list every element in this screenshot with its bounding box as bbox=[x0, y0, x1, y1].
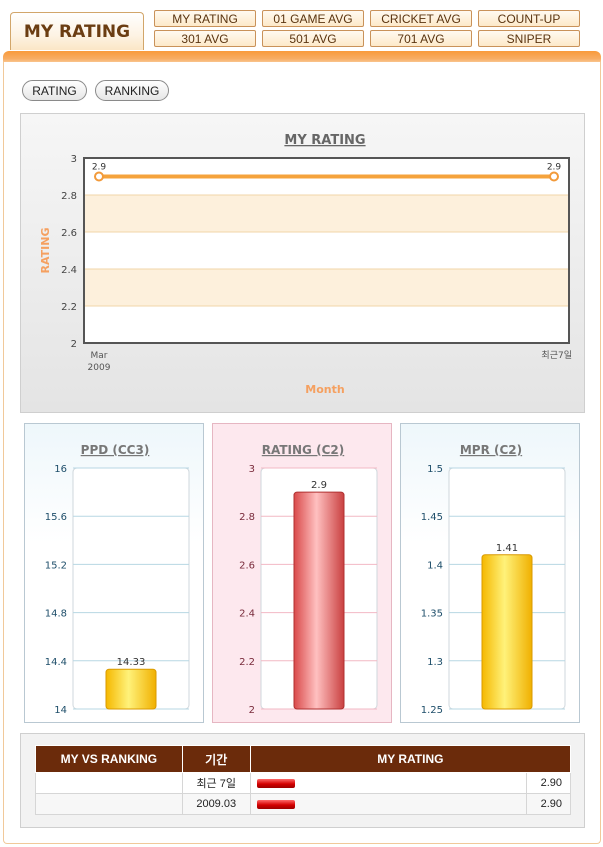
tab-01-game-avg[interactable]: 01 GAME AVG bbox=[262, 10, 364, 27]
y-tick-label: 3 bbox=[71, 154, 77, 165]
x-axis-label: Month bbox=[305, 383, 344, 396]
ranking-table: MY VS RANKING 기간 MY RATING 최근 7일 2.90 20… bbox=[35, 745, 572, 815]
chart-title: MY RATING bbox=[284, 133, 365, 148]
bar bbox=[293, 491, 345, 710]
y-tick-label: 16 bbox=[54, 464, 67, 475]
plot-border bbox=[83, 157, 570, 344]
y-tick-label: 1.4 bbox=[427, 560, 443, 571]
x-tick-label: Mar bbox=[91, 351, 108, 361]
y-tick-label: 1.25 bbox=[421, 705, 443, 716]
tab-my-rating[interactable]: MY RATING bbox=[154, 10, 256, 27]
y-axis-label: RATING bbox=[39, 228, 52, 274]
y-tick-label: 14.8 bbox=[45, 609, 67, 620]
header-period: 기간 bbox=[181, 745, 251, 773]
rating-mini-bar bbox=[256, 778, 295, 788]
row-bar-cell bbox=[249, 793, 528, 815]
y-tick-label: 3 bbox=[249, 464, 255, 475]
row-name bbox=[35, 793, 183, 815]
y-tick-label: 2.2 bbox=[239, 657, 255, 668]
data-label: 2.9 bbox=[311, 480, 327, 491]
row-period: 2009.03 bbox=[181, 793, 251, 815]
tab-301-avg[interactable]: 301 AVG bbox=[154, 30, 256, 47]
y-tick-label: 2.8 bbox=[61, 191, 77, 202]
y-tick-label: 14.4 bbox=[45, 657, 67, 668]
rating-mini-bar bbox=[256, 799, 295, 809]
grid-band bbox=[84, 269, 569, 306]
row-period: 최근 7일 bbox=[181, 772, 251, 794]
bar bbox=[481, 554, 533, 710]
chart-title: MPR (C2) bbox=[460, 443, 522, 457]
tab-count-up[interactable]: COUNT-UP bbox=[478, 10, 580, 27]
tab-701-avg[interactable]: 701 AVG bbox=[370, 30, 472, 47]
page-title-tab[interactable]: MY RATING bbox=[10, 12, 144, 50]
data-label: 2.9 bbox=[547, 163, 562, 173]
y-tick-label: 1.5 bbox=[427, 464, 443, 475]
table-row: 최근 7일 2.90 bbox=[35, 772, 571, 794]
y-tick-label: 2 bbox=[71, 339, 77, 350]
row-value: 2.90 bbox=[526, 793, 571, 815]
x-tick-label: 최근7일 bbox=[541, 350, 572, 361]
my-rating-chart-panel: MY RATING 3 2.8 2.6 2.4 2.2 2 RATING Mar 2009 최근7일… bbox=[20, 113, 585, 413]
y-tick-label: 2.8 bbox=[239, 512, 255, 523]
rating-toggle-button[interactable]: RATING bbox=[22, 80, 87, 101]
row-bar-cell bbox=[249, 772, 528, 794]
x-tick-label: 2009 bbox=[88, 363, 111, 373]
tab-cricket-avg[interactable]: CRICKET AVG bbox=[370, 10, 472, 27]
row-name bbox=[35, 772, 183, 794]
y-tick-label: 14 bbox=[54, 705, 67, 716]
rating-panel: RATING (C2) 3 2.8 2.6 2.4 2.2 2 2.9 bbox=[212, 423, 392, 723]
grid-band bbox=[84, 195, 569, 232]
table-row: 2009.03 2.90 bbox=[35, 793, 571, 815]
y-tick-label: 1.45 bbox=[421, 512, 443, 523]
header-accent-bar bbox=[3, 51, 601, 64]
y-tick-label: 2.4 bbox=[61, 265, 77, 276]
mpr-panel: MPR (C2) 1.5 1.45 1.4 1.35 1.3 1.25 1.41 bbox=[400, 423, 580, 723]
y-tick-label: 2 bbox=[249, 705, 255, 716]
y-tick-label: 2.4 bbox=[239, 609, 255, 620]
y-tick-label: 1.35 bbox=[421, 609, 443, 620]
ppd-panel: PPD (CC3) 16 15.6 15.2 14.8 14.4 14 14.33 bbox=[24, 423, 204, 723]
header: MY RATING MY RATING 01 GAME AVG CRICKET … bbox=[0, 0, 603, 64]
header-my-vs-ranking: MY VS RANKING bbox=[35, 745, 183, 773]
bar bbox=[105, 668, 157, 710]
y-tick-label: 1.3 bbox=[427, 657, 443, 668]
y-tick-label: 2.6 bbox=[61, 228, 77, 239]
data-point bbox=[549, 171, 559, 182]
mpr-bar-chart: MPR (C2) 1.5 1.45 1.4 1.35 1.3 1.25 1.41 bbox=[421, 443, 566, 716]
ranking-toggle-button[interactable]: RANKING bbox=[95, 80, 169, 101]
y-tick-label: 15.6 bbox=[45, 512, 67, 523]
rating-bar-chart: RATING (C2) 3 2.8 2.6 2.4 2.2 2 2.9 bbox=[239, 443, 378, 716]
tab-501-avg[interactable]: 501 AVG bbox=[262, 30, 364, 47]
ranking-section: MY VS RANKING 기간 MY RATING 최근 7일 2.90 20… bbox=[20, 733, 585, 828]
y-tick-label: 2.2 bbox=[61, 302, 77, 313]
plot-area bbox=[84, 158, 569, 343]
data-label: 2.9 bbox=[92, 163, 107, 173]
chart-title: RATING (C2) bbox=[262, 443, 344, 457]
tab-sniper[interactable]: SNIPER bbox=[478, 30, 580, 47]
data-label: 1.41 bbox=[496, 543, 518, 554]
y-tick-label: 15.2 bbox=[45, 560, 67, 571]
data-point bbox=[94, 171, 104, 182]
data-label: 14.33 bbox=[117, 657, 146, 668]
ppd-bar-chart: PPD (CC3) 16 15.6 15.2 14.8 14.4 14 14.33 bbox=[45, 443, 190, 716]
chart-title: PPD (CC3) bbox=[81, 443, 150, 457]
my-rating-line-chart: MY RATING 3 2.8 2.6 2.4 2.2 2 RATING Mar 2009 최근7일… bbox=[39, 133, 572, 396]
header-my-rating: MY RATING bbox=[249, 745, 572, 773]
row-value: 2.90 bbox=[526, 772, 571, 794]
y-tick-label: 2.6 bbox=[239, 560, 255, 571]
